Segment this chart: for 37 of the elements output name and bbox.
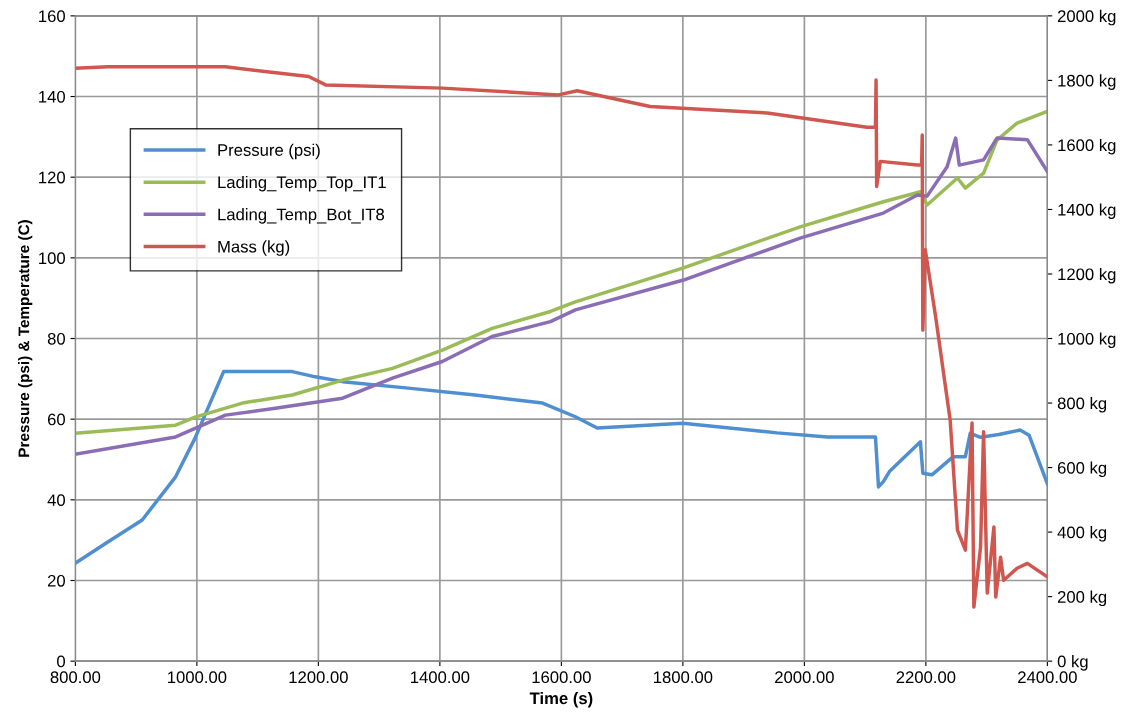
y2-tick-label: 400 kg <box>1057 526 1107 542</box>
y-tick-label: 80 <box>47 332 65 345</box>
x-tick-label: 1400.00 <box>411 671 470 684</box>
y2-tick-label: 600 kg <box>1057 461 1107 478</box>
legend-label: Lading_Temp_Bot_IT8 <box>218 208 385 224</box>
y-tick-label: 0 <box>57 655 65 668</box>
x-tick-label: 1200.00 <box>289 671 348 684</box>
x-tick-label: 2200.00 <box>896 671 956 684</box>
y-tick-label: 120 <box>39 171 65 184</box>
legend-label: Lading_Temp_Top_IT1 <box>218 175 386 192</box>
y2-tick-label: 1800 kg <box>1058 74 1116 90</box>
line-series <box>75 369 1048 565</box>
y2-tick-label: 1200 kg <box>1058 267 1116 284</box>
x-tick-label: 1800.00 <box>654 671 713 684</box>
y-tick-label: 20 <box>47 574 65 587</box>
y2-tick-label: 2000 kg <box>1057 9 1116 26</box>
y2-tick-label: 1600 kg <box>1058 138 1116 155</box>
y-axis-title: Pressure (psi) & Temperature (C) <box>18 220 33 457</box>
legend-label: Mass (kg) <box>218 240 290 256</box>
x-tick-label: 800.00 <box>50 671 101 684</box>
y2-tick-label: 1400 kg <box>1058 203 1116 219</box>
line-series <box>75 65 1048 609</box>
legend-label: Pressure (psi) <box>218 143 320 160</box>
y2-tick-label: 800 kg <box>1057 397 1107 413</box>
y2-tick-label: 0 kg <box>1057 655 1088 671</box>
y-tick-label: 140 <box>39 90 65 103</box>
y-tick-label: 100 <box>39 252 65 265</box>
y-tick-label: 40 <box>47 494 65 507</box>
y2-tick-label: 1000 kg <box>1058 332 1116 349</box>
x-axis-title: Time (s) <box>529 691 593 708</box>
x-tick-label: 2400.00 <box>1018 671 1077 684</box>
y-tick-label: 160 <box>39 10 65 23</box>
x-tick-label: 2000.00 <box>775 671 834 684</box>
y-tick-label: 60 <box>47 413 65 426</box>
x-tick-label: 1000.00 <box>168 671 227 684</box>
x-tick-label: 1600.00 <box>532 671 591 684</box>
y2-tick-label: 200 kg <box>1057 590 1107 607</box>
